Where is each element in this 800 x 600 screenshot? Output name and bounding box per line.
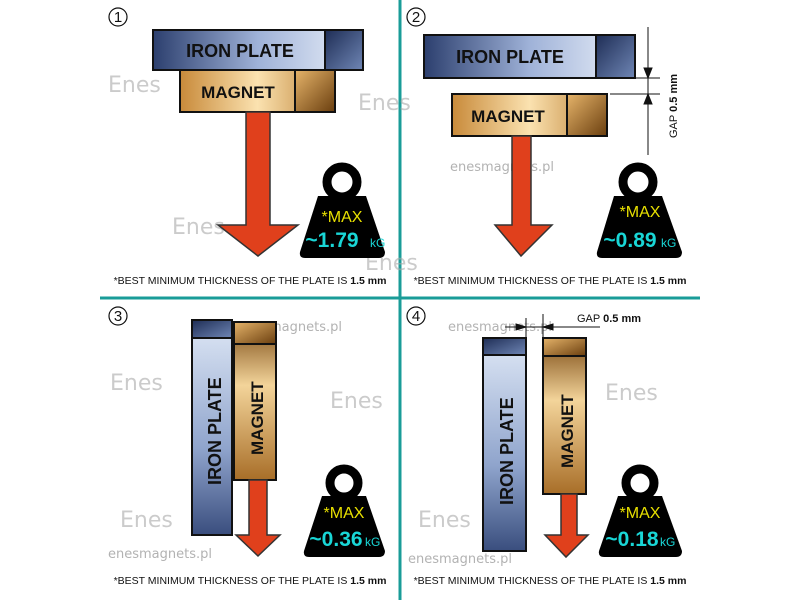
plate-thickness-note: *BEST MINIMUM THICKNESS OF THE PLATE IS …	[114, 275, 387, 287]
watermarks: enesmagnets.pl enesmagnets.pl enesmagnet…	[108, 73, 658, 567]
panel-1: 1 IRON PLATE MAGNET *MAX ~1.79 kG *BEST …	[108, 7, 387, 287]
iron-plate	[191, 319, 233, 536]
weight-icon	[299, 162, 385, 258]
step-number-circle	[406, 306, 426, 326]
panel-2: 2 IRON PLATE MAGNET GAP 0.5 mm *MAX ~0.8…	[406, 7, 687, 287]
step-number: 3	[114, 308, 122, 325]
watermark-logo: Enes	[358, 91, 411, 116]
watermark-text: enesmagnets.pl	[450, 160, 554, 175]
magnet-label: MAGNET	[471, 107, 545, 126]
step-number-circle	[406, 7, 426, 27]
magnet	[542, 337, 587, 495]
step-number: 4	[412, 308, 420, 325]
iron-plate-edge	[324, 29, 364, 71]
iron-plate-label: IRON PLATE	[205, 377, 225, 485]
watermark-text: enesmagnets.pl	[108, 547, 212, 562]
gap-dimension-line	[505, 314, 600, 360]
plate-thickness-note: *BEST MINIMUM THICKNESS OF THE PLATE IS …	[414, 575, 687, 587]
weight-icon	[596, 162, 682, 258]
watermark-logo: Enes	[605, 381, 658, 406]
magnet-edge	[294, 69, 336, 113]
max-label: *MAX	[324, 505, 365, 522]
max-label: *MAX	[620, 505, 661, 522]
panel-4: 4 GAP 0.5 mm IRON PLATE MAGNET *MAX ~0.1…	[406, 306, 687, 587]
iron-plate-edge	[191, 319, 233, 339]
gap-label: GAP 0.5 mm	[668, 74, 680, 138]
magnet-edge	[566, 93, 608, 137]
step-number-circle	[108, 7, 128, 27]
watermark-text: enesmagnets.pl	[408, 552, 512, 567]
max-force-unit: kG	[370, 236, 385, 250]
force-arrow	[215, 111, 301, 257]
watermark-logo: Enes	[120, 508, 173, 533]
max-force-value: ~0.18	[605, 528, 658, 551]
plate-thickness-note: *BEST MINIMUM THICKNESS OF THE PLATE IS …	[414, 275, 687, 287]
magnet-edge	[542, 337, 587, 357]
max-label: *MAX	[620, 204, 661, 221]
max-force-value: ~1.79	[305, 229, 358, 252]
force-arrow	[543, 493, 590, 559]
iron-plate-label: IRON PLATE	[186, 41, 294, 61]
magnet-label: MAGNET	[558, 394, 577, 468]
magnet-edge	[233, 321, 277, 345]
step-number: 2	[412, 9, 420, 26]
max-force-value: ~0.89	[603, 229, 656, 252]
watermark-logo: Enes	[110, 371, 163, 396]
max-force-unit: kG	[660, 535, 675, 549]
step-number-circle	[108, 306, 128, 326]
weight-icon	[598, 464, 682, 557]
iron-plate-edge	[595, 34, 636, 79]
magnet	[233, 321, 277, 481]
watermark-logo: Enes	[172, 215, 225, 240]
watermark-logo: Enes	[330, 389, 383, 414]
step-number: 1	[114, 9, 122, 26]
max-label: *MAX	[322, 209, 363, 226]
plate-thickness-note: *BEST MINIMUM THICKNESS OF THE PLATE IS …	[114, 575, 387, 587]
watermark-logo: Enes	[108, 73, 161, 98]
iron-plate-label: IRON PLATE	[497, 397, 517, 505]
gap-label: GAP 0.5 mm	[577, 313, 641, 325]
watermark-logo: Enes	[418, 508, 471, 533]
magnet-label: MAGNET	[201, 83, 275, 102]
iron-plate-edge	[482, 337, 527, 356]
force-arrow	[493, 135, 554, 258]
iron-plate	[482, 337, 527, 552]
magnet-label: MAGNET	[248, 381, 267, 455]
max-force-value: ~0.36	[309, 528, 362, 551]
force-arrow	[234, 479, 282, 558]
iron-plate-label: IRON PLATE	[456, 47, 564, 67]
max-force-unit: kG	[661, 236, 676, 250]
max-force-unit: kG	[365, 535, 380, 549]
panel-3: 3 IRON PLATE MAGNET *MAX ~0.36 kG *BEST …	[108, 306, 387, 587]
weight-icon	[303, 464, 385, 557]
gap-dimension-line	[610, 27, 660, 155]
